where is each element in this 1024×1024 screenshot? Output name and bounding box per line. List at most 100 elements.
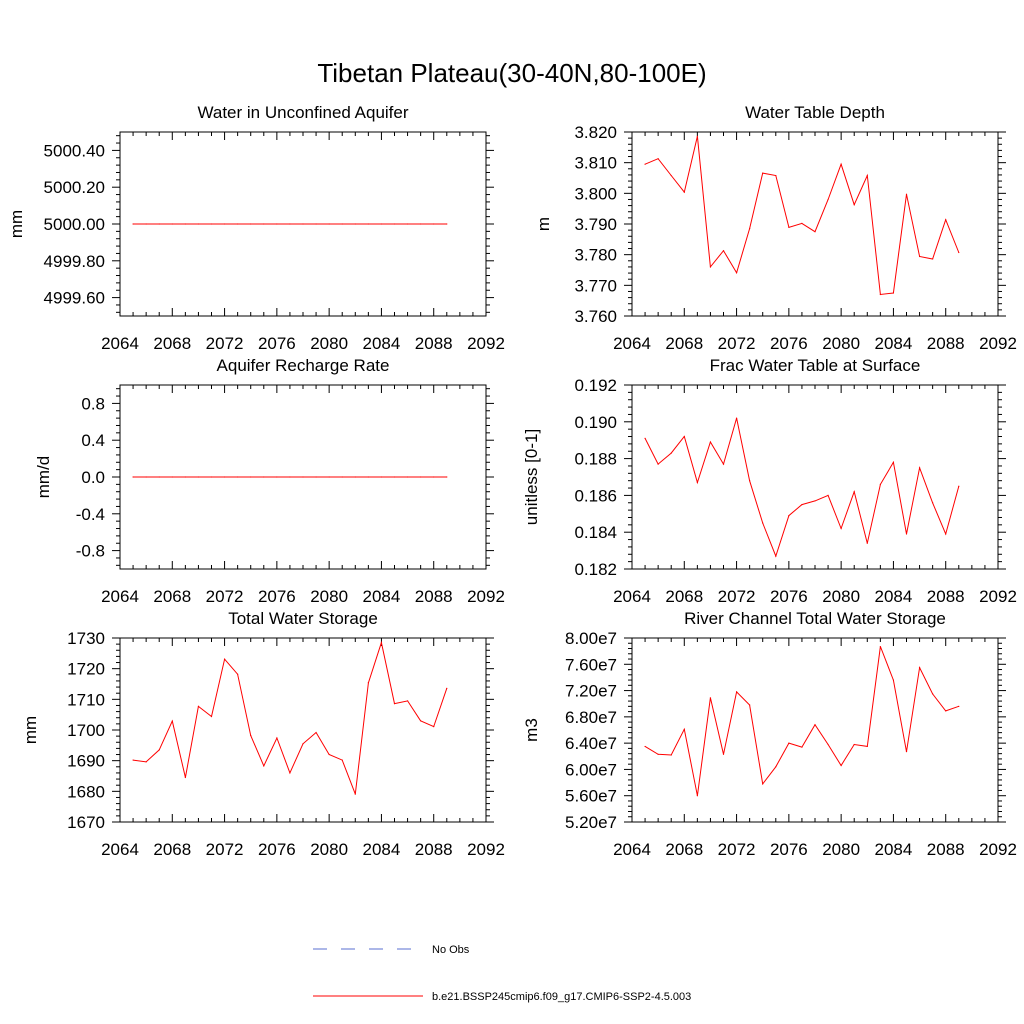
data-point bbox=[380, 476, 383, 478]
data-point bbox=[223, 223, 226, 225]
data-point bbox=[918, 666, 921, 669]
data-point bbox=[132, 476, 134, 478]
legend-model-label: b.e21.BSSP245cmip6.f09_g17.CMIP6-SSP2-4.… bbox=[432, 991, 691, 1003]
data-point bbox=[696, 481, 698, 484]
data-point bbox=[814, 231, 816, 233]
x-tick-label: 2092 bbox=[979, 840, 1017, 859]
data-point bbox=[315, 476, 317, 478]
data-point bbox=[722, 463, 725, 465]
data-point bbox=[762, 783, 764, 785]
x-tick-label: 2084 bbox=[363, 587, 401, 606]
x-tick-label: 2076 bbox=[770, 840, 808, 859]
x-tick-label: 2084 bbox=[363, 334, 401, 353]
data-point bbox=[644, 163, 646, 165]
data-point bbox=[840, 764, 842, 767]
data-point bbox=[315, 731, 317, 734]
data-point bbox=[354, 476, 356, 478]
panel-title: Water Table Depth bbox=[745, 103, 885, 122]
y-tick-label: 1690 bbox=[67, 752, 105, 771]
legend-obs-label: No Obs bbox=[432, 944, 470, 956]
data-point bbox=[237, 476, 239, 478]
y-tick-label: 3.780 bbox=[574, 246, 617, 265]
series-line bbox=[644, 136, 960, 296]
x-tick-label: 2080 bbox=[822, 840, 860, 859]
data-point bbox=[406, 223, 409, 225]
data-point bbox=[223, 658, 226, 660]
data-point bbox=[683, 728, 685, 730]
y-tick-label: -0.8 bbox=[76, 542, 105, 561]
x-tick-label: 2080 bbox=[310, 587, 348, 606]
chart-panel-5: Total Water Storage mm 2064 2068 2072 2076 208… bbox=[21, 609, 505, 859]
data-point bbox=[644, 437, 646, 439]
data-point bbox=[367, 223, 369, 225]
data-point bbox=[420, 476, 422, 478]
y-tick-label: 0.186 bbox=[574, 486, 617, 505]
y-tick-label: 5000.40 bbox=[44, 141, 105, 160]
data-point bbox=[775, 766, 777, 768]
data-point bbox=[263, 765, 265, 767]
y-tick-label: 3.790 bbox=[574, 215, 617, 234]
data-point bbox=[354, 223, 356, 225]
data-point bbox=[945, 219, 947, 221]
x-tick-label: 2076 bbox=[258, 587, 296, 606]
data-point bbox=[223, 476, 226, 478]
y-tick-label: 7.20e7 bbox=[565, 682, 617, 701]
data-point bbox=[237, 223, 239, 225]
data-point bbox=[380, 223, 383, 225]
data-point bbox=[788, 742, 790, 744]
data-point bbox=[406, 700, 409, 702]
data-point bbox=[709, 266, 712, 268]
data-point bbox=[276, 737, 278, 739]
data-point bbox=[814, 500, 816, 502]
data-point bbox=[945, 710, 947, 712]
data-point bbox=[709, 441, 712, 443]
plot-frame bbox=[119, 637, 487, 823]
data-point bbox=[644, 745, 646, 748]
data-point bbox=[433, 476, 435, 478]
data-point bbox=[670, 174, 672, 177]
x-tick-label: 2088 bbox=[927, 334, 965, 353]
data-point bbox=[328, 476, 330, 478]
data-point bbox=[905, 751, 908, 753]
series-line bbox=[644, 417, 960, 558]
x-tick-label: 2064 bbox=[613, 334, 651, 353]
x-tick-label: 2068 bbox=[153, 587, 191, 606]
data-point bbox=[801, 746, 803, 748]
data-point bbox=[145, 761, 147, 763]
y-tick-label: 6.40e7 bbox=[565, 734, 617, 753]
data-point bbox=[683, 191, 685, 193]
x-tick-label: 2068 bbox=[665, 840, 703, 859]
data-point bbox=[250, 223, 252, 225]
data-point bbox=[197, 223, 200, 225]
data-point bbox=[827, 198, 829, 201]
data-point bbox=[853, 743, 855, 746]
data-point bbox=[696, 795, 698, 797]
data-point bbox=[367, 476, 369, 478]
data-point bbox=[814, 724, 816, 726]
y-axis-label: mm/d bbox=[34, 456, 53, 499]
data-point bbox=[879, 483, 881, 485]
data-point bbox=[158, 749, 160, 751]
data-point bbox=[289, 476, 291, 478]
data-point bbox=[263, 223, 265, 225]
data-point bbox=[302, 223, 304, 225]
data-point bbox=[446, 223, 448, 225]
y-tick-label: 4999.80 bbox=[44, 252, 105, 271]
data-point bbox=[132, 759, 134, 761]
y-tick-label: 0.188 bbox=[574, 450, 617, 469]
data-point bbox=[289, 223, 291, 225]
x-tick-label: 2068 bbox=[665, 587, 703, 606]
data-point bbox=[722, 250, 725, 252]
x-tick-label: 2088 bbox=[927, 840, 965, 859]
x-tick-label: 2084 bbox=[875, 840, 913, 859]
y-tick-label: 6.00e7 bbox=[565, 760, 617, 779]
panel-title: Water in Unconfined Aquifer bbox=[197, 103, 408, 122]
x-tick-label: 2080 bbox=[310, 840, 348, 859]
data-point bbox=[696, 135, 698, 137]
y-tick-label: 3.820 bbox=[574, 123, 617, 142]
x-tick-label: 2076 bbox=[770, 587, 808, 606]
y-tick-label: 1680 bbox=[67, 782, 105, 801]
x-tick-label: 2072 bbox=[718, 840, 756, 859]
x-tick-label: 2064 bbox=[613, 587, 651, 606]
